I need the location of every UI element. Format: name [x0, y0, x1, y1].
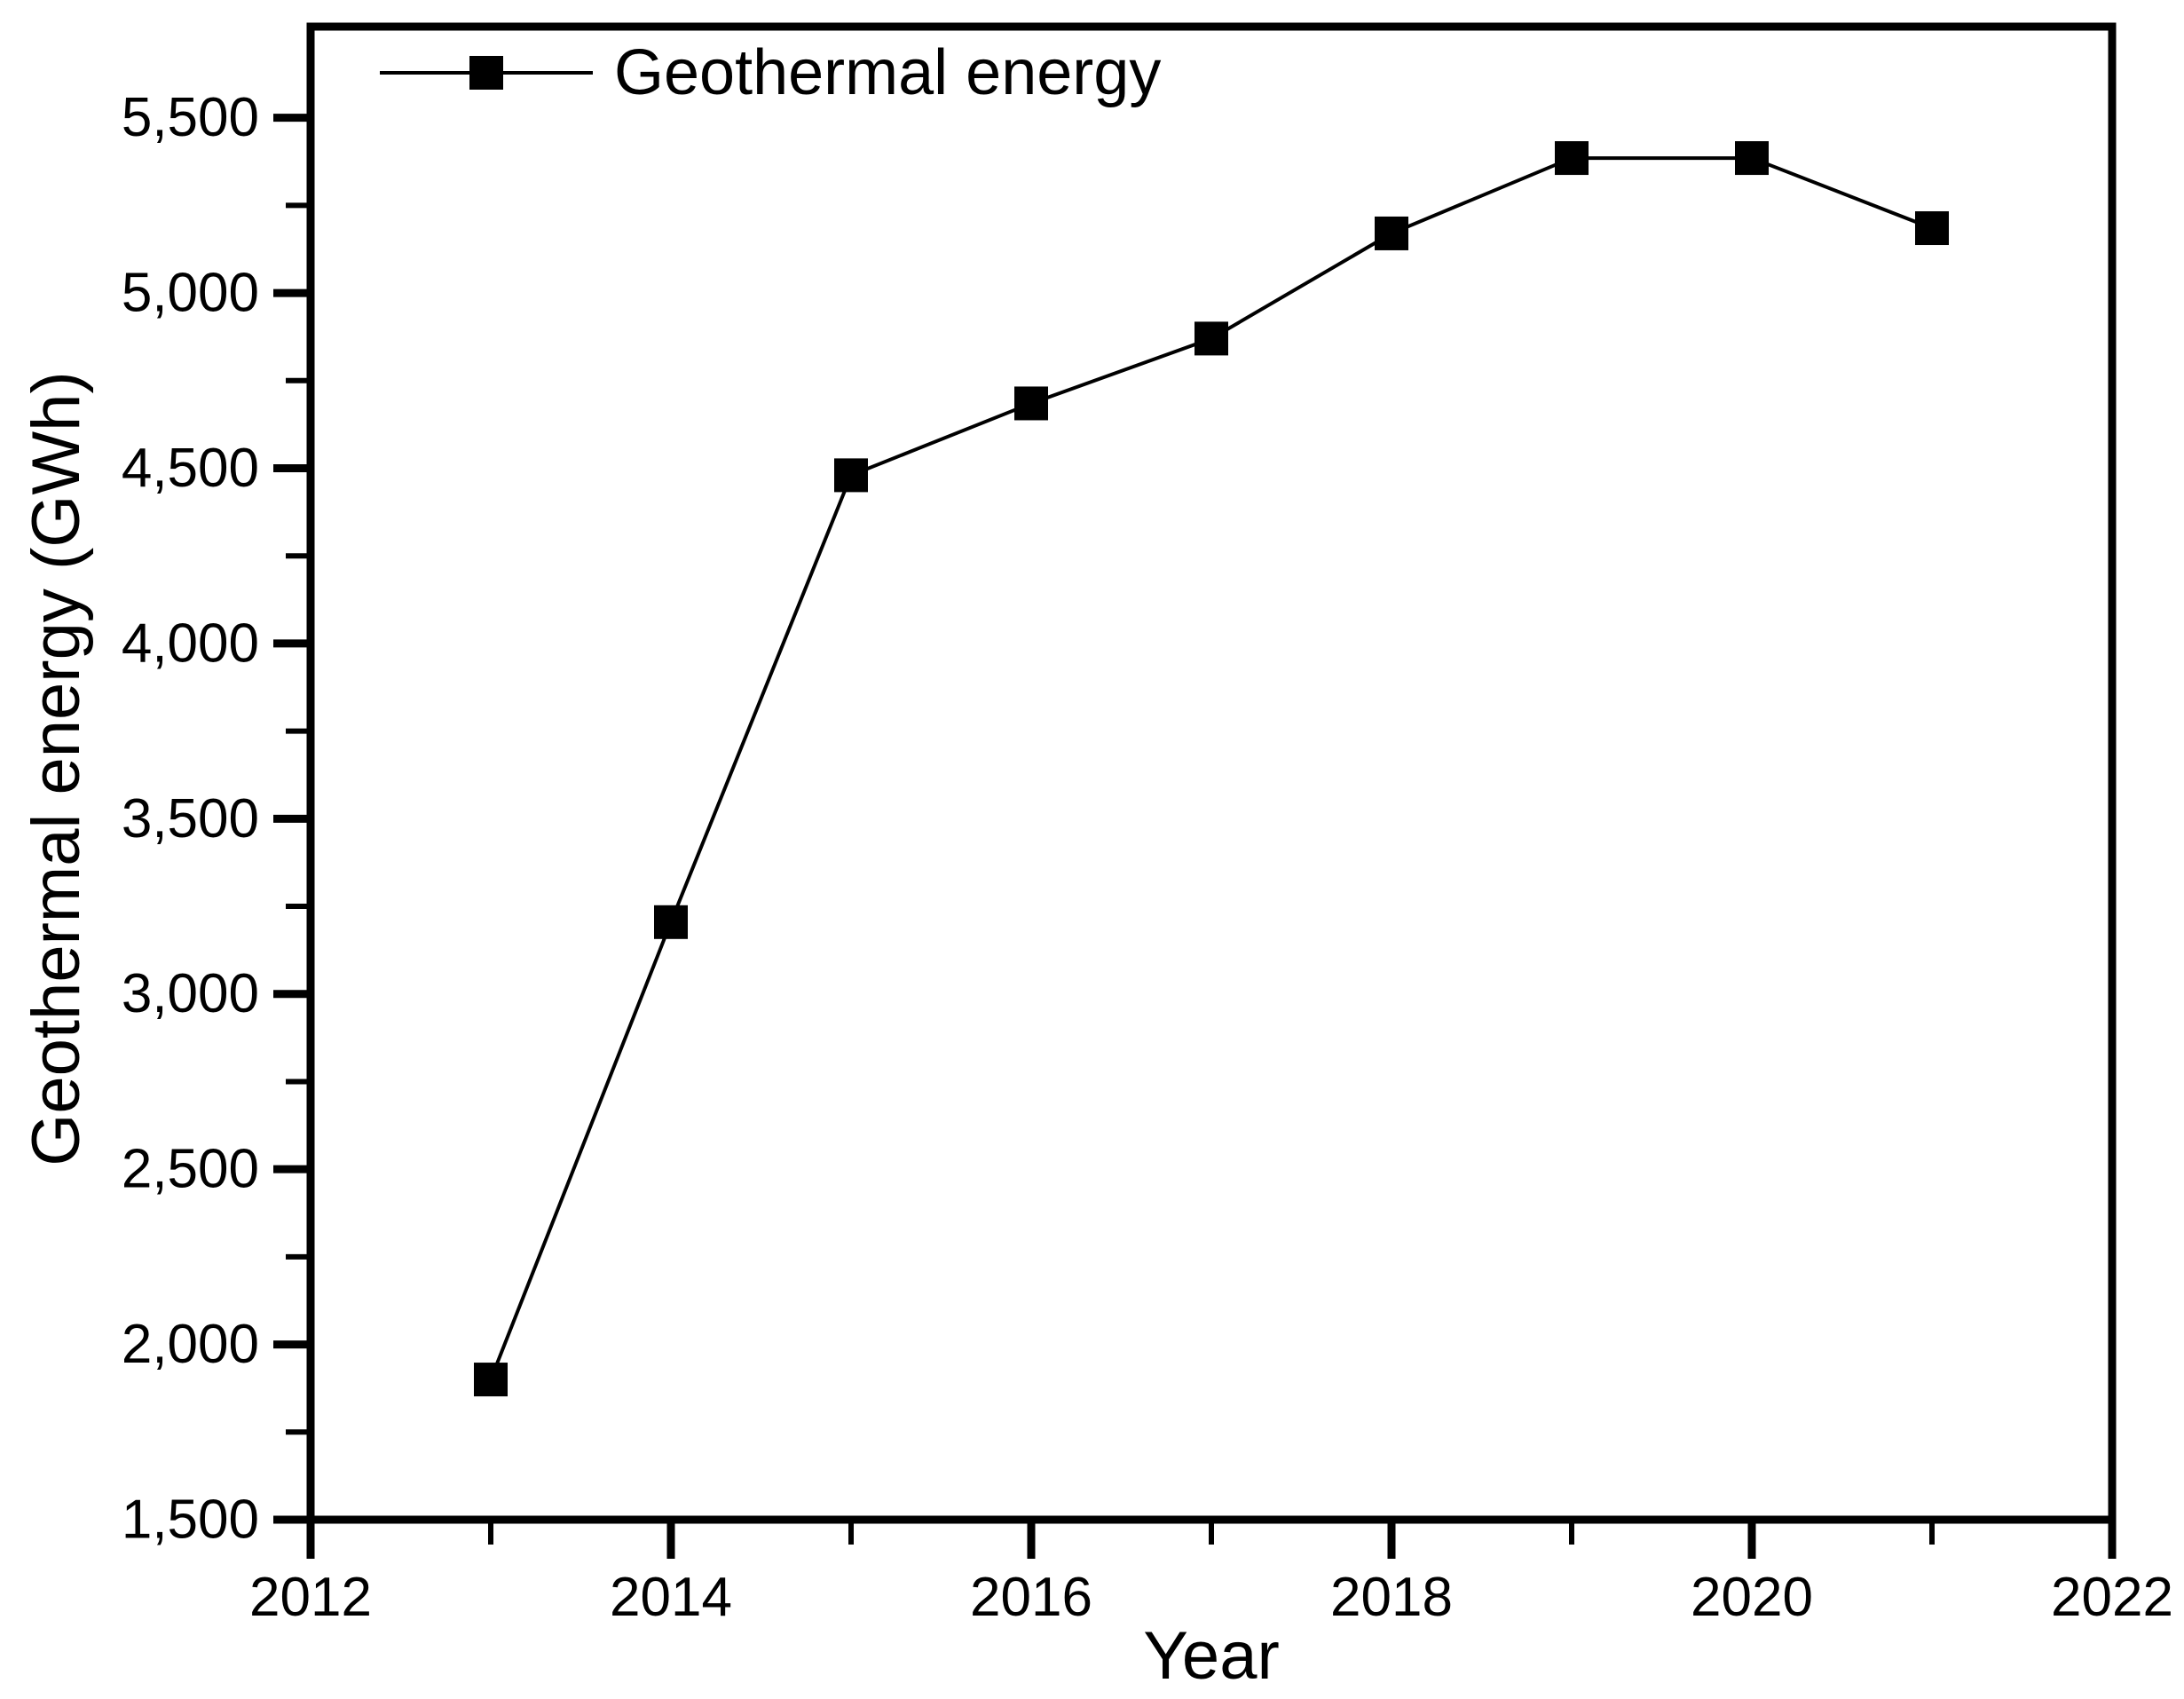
y-axis-tick-label: 5,000 [122, 263, 259, 324]
x-axis-tick-label: 2018 [1330, 1567, 1453, 1628]
x-axis-tick-label: 2014 [610, 1567, 732, 1628]
legend: Geothermal energy [380, 28, 1161, 117]
x-axis-tick-label: 2022 [2051, 1567, 2173, 1628]
data-point-marker-2016 [1014, 386, 1048, 421]
y-axis-title: Geothermal energy (GWh) [19, 371, 94, 1166]
legend-label: Geothermal energy [614, 37, 1162, 108]
y-axis-tick-label: 2,000 [122, 1314, 259, 1375]
data-point-marker-2014 [654, 905, 688, 939]
data-point-marker-2018 [1375, 216, 1408, 250]
legend-square-marker-icon [380, 56, 593, 90]
data-point-marker-2021 [1915, 211, 1949, 246]
y-axis-tick-label: 2,500 [122, 1139, 259, 1200]
y-axis-tick-label: 3,000 [122, 963, 259, 1024]
x-axis-title: Year [1143, 1618, 1280, 1694]
legend-square-icon [469, 56, 503, 90]
data-point-marker-2015 [834, 458, 868, 493]
x-axis-tick-label: 2016 [970, 1567, 1092, 1628]
y-axis-tick-label: 3,500 [122, 788, 259, 850]
plot-frame [306, 22, 2117, 1524]
data-point-marker-2020 [1735, 141, 1769, 176]
data-point-marker-2017 [1194, 321, 1228, 356]
x-axis-tick-label: 2012 [249, 1567, 372, 1628]
y-axis-tick-label: 4,500 [122, 438, 259, 499]
data-point-marker-2019 [1555, 141, 1589, 176]
y-axis-tick-label: 1,500 [122, 1490, 259, 1551]
y-axis-tick-label: 4,000 [122, 612, 259, 674]
data-point-marker-2013 [474, 1363, 508, 1397]
x-axis-tick-label: 2020 [1691, 1567, 1813, 1628]
y-axis-tick-label: 5,500 [122, 87, 259, 148]
